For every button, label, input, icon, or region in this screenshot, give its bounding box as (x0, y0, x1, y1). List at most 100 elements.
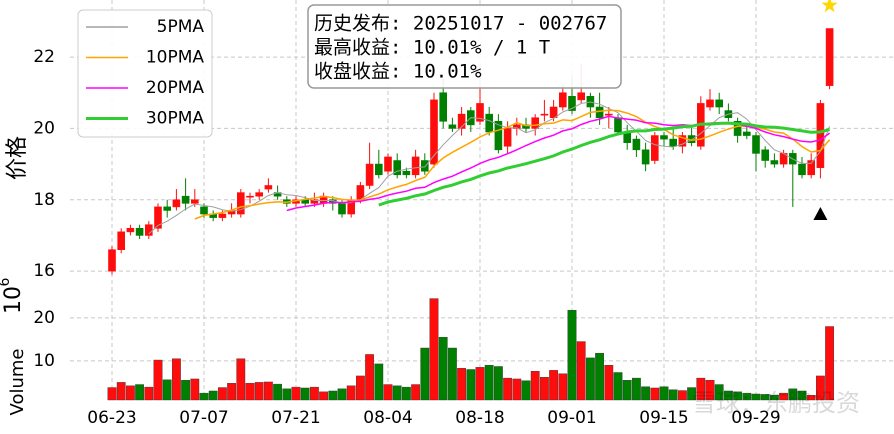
volume-bar (613, 372, 623, 401)
x-tick-label: 07-21 (271, 408, 320, 428)
candle-body (448, 124, 457, 129)
volume-bar (724, 390, 733, 401)
volume-bar (328, 390, 338, 401)
annotation-box: 历史发布: 20251017 - 002767 最高收益: 10.01% / 1… (307, 4, 622, 89)
candle-body (494, 120, 503, 151)
candle-body (825, 28, 834, 86)
volume-bar (816, 375, 825, 401)
volume-axis-label: Volume (7, 349, 28, 416)
volume-bar (503, 377, 512, 401)
candle-body (604, 113, 613, 116)
volume-bar (770, 395, 779, 401)
volume-bar (273, 383, 282, 401)
volume-bar (622, 380, 632, 401)
volume-bar (153, 359, 163, 401)
volume-bar (457, 367, 466, 401)
y-tick-label: 22 (33, 47, 55, 67)
candle-body (503, 128, 512, 147)
annotation-line: 最高收益: 10.01% / 1 T (314, 37, 550, 59)
volume-bar (567, 309, 577, 401)
volume-bar (383, 384, 393, 401)
volume-bar (742, 392, 752, 401)
x-tick-label: 07-07 (179, 408, 228, 428)
volume-bar (337, 388, 347, 401)
candle-body (798, 163, 806, 176)
volume-bar (346, 385, 356, 401)
watermark: 雪球：东鹏投资 (692, 389, 860, 417)
annotation-line: 历史发布: 20251017 - 002767 (314, 13, 607, 35)
volume-bar (429, 298, 439, 401)
volume-bar (714, 384, 724, 401)
volume-bar (540, 377, 549, 401)
volume-bar (641, 386, 651, 401)
y-axis-label: 价格 (5, 136, 30, 180)
volume-tick-label: 20 (33, 308, 55, 328)
volume-bar (374, 363, 384, 401)
candle-body (126, 227, 135, 233)
volume-bar (595, 352, 605, 401)
volume-bar (171, 358, 181, 401)
volume-bar (438, 337, 448, 401)
candle-body (733, 120, 742, 136)
marker (821, 0, 838, 13)
volume-bar (512, 378, 522, 401)
x-tick-label: 09-01 (547, 408, 596, 428)
volume-bar (494, 366, 503, 401)
candle-body (641, 149, 650, 165)
volume-bar (227, 383, 236, 401)
ma-line (148, 101, 831, 235)
volume-bar (751, 393, 761, 401)
candle-body (669, 138, 678, 147)
volume-bar (549, 370, 559, 401)
candle-body (531, 117, 540, 129)
volume-bar (586, 357, 595, 401)
volume-bar (402, 386, 411, 401)
volume-bar (107, 387, 117, 401)
y-tick-label: 18 (33, 190, 55, 210)
volume-bar (365, 354, 374, 401)
legend-frame (77, 9, 213, 138)
volume-bar (825, 326, 835, 401)
candle-body (154, 206, 162, 229)
candle-body (191, 199, 199, 204)
volume-bar (806, 395, 816, 401)
volume-bar (521, 380, 531, 401)
volume-bar (116, 382, 126, 401)
candle-body (595, 106, 604, 119)
x-tick-label: 09-15 (639, 408, 688, 428)
volume-bar (466, 369, 476, 401)
volume-bar (788, 388, 798, 401)
volume-bar (236, 358, 246, 401)
candle-body (742, 131, 751, 136)
candle-body (577, 92, 586, 101)
candle-body (402, 170, 411, 176)
volume-bar (208, 390, 218, 401)
candle-body (264, 185, 273, 190)
volume-bar (181, 380, 190, 401)
legend-label: 10PMA (146, 48, 205, 68)
volume-bar (779, 392, 789, 401)
volume-bar (310, 386, 319, 401)
volume-bar (668, 389, 678, 401)
ma-line (194, 109, 831, 220)
x-tick-label: 06-23 (87, 408, 136, 428)
volume-offset-base: 10 (1, 286, 26, 314)
candle-body (678, 135, 687, 147)
candle-body (117, 231, 125, 250)
candle-body (706, 99, 714, 108)
volume-bar (135, 384, 144, 401)
legend-label: 30PMA (146, 109, 205, 129)
volume-bar (319, 391, 328, 401)
x-tick-label: 08-04 (363, 408, 412, 428)
volume-bar (484, 364, 494, 401)
volume-bar (696, 377, 706, 401)
candle-body (816, 103, 825, 168)
ma-line (378, 121, 830, 207)
volume-bar (576, 341, 586, 401)
candle-body (568, 96, 576, 111)
candle-body (540, 113, 549, 116)
volume-bar (530, 371, 540, 401)
volume-bar (162, 379, 172, 401)
volume-bar (733, 391, 743, 401)
candle-body (163, 206, 171, 211)
